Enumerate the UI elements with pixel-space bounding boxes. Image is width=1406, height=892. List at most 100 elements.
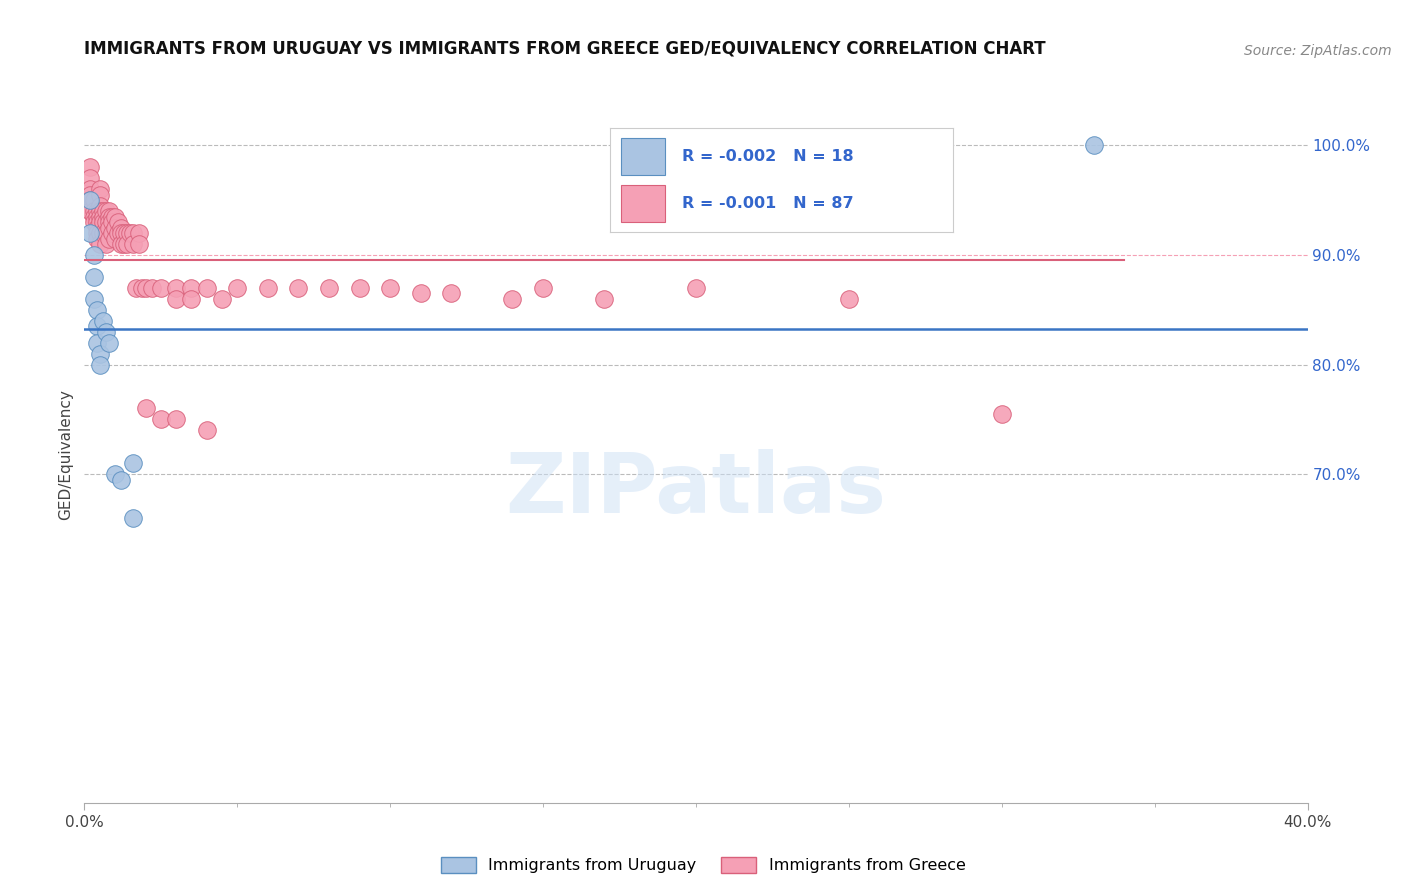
Point bbox=[83, 292, 105, 306]
Point bbox=[257, 281, 280, 295]
Point bbox=[101, 210, 124, 224]
Point bbox=[122, 237, 145, 252]
Point bbox=[991, 407, 1014, 421]
Point bbox=[122, 456, 145, 470]
Point bbox=[91, 226, 114, 240]
Point bbox=[86, 226, 108, 240]
Point bbox=[128, 237, 150, 252]
Point bbox=[531, 281, 554, 295]
Point bbox=[89, 358, 111, 372]
Point bbox=[86, 215, 108, 229]
Point bbox=[195, 281, 218, 295]
Point bbox=[86, 204, 108, 219]
Point bbox=[380, 281, 402, 295]
Point bbox=[593, 292, 616, 306]
Point bbox=[502, 292, 524, 306]
Point bbox=[101, 226, 124, 240]
Point bbox=[226, 281, 249, 295]
Point bbox=[110, 237, 132, 252]
Point bbox=[110, 473, 132, 487]
Point bbox=[107, 226, 129, 240]
Point bbox=[83, 215, 105, 229]
Point bbox=[83, 193, 105, 207]
Point bbox=[120, 226, 142, 240]
Point bbox=[104, 210, 127, 224]
Text: IMMIGRANTS FROM URUGUAY VS IMMIGRANTS FROM GREECE GED/EQUIVALENCY CORRELATION CH: IMMIGRANTS FROM URUGUAY VS IMMIGRANTS FR… bbox=[84, 40, 1046, 58]
Point bbox=[101, 215, 124, 229]
Point bbox=[91, 204, 114, 219]
Point bbox=[79, 161, 101, 175]
Point bbox=[89, 199, 111, 213]
Point bbox=[79, 193, 101, 207]
Point bbox=[349, 281, 371, 295]
Point bbox=[128, 226, 150, 240]
Point bbox=[440, 286, 463, 301]
Point bbox=[89, 187, 111, 202]
Point bbox=[89, 204, 111, 219]
Point bbox=[131, 281, 153, 295]
Point bbox=[83, 248, 105, 262]
Y-axis label: GED/Equivalency: GED/Equivalency bbox=[58, 390, 73, 520]
Point bbox=[318, 281, 340, 295]
Text: ZIPatlas: ZIPatlas bbox=[506, 450, 886, 530]
Point bbox=[86, 319, 108, 334]
Point bbox=[165, 292, 187, 306]
Point bbox=[135, 281, 157, 295]
Point bbox=[180, 292, 202, 306]
Point bbox=[211, 292, 233, 306]
Point bbox=[89, 346, 111, 360]
Point bbox=[104, 220, 127, 235]
Point bbox=[195, 423, 218, 437]
Point bbox=[180, 281, 202, 295]
Legend: Immigrants from Uruguay, Immigrants from Greece: Immigrants from Uruguay, Immigrants from… bbox=[434, 850, 972, 880]
Point bbox=[1083, 138, 1105, 153]
Point bbox=[91, 314, 114, 328]
Point bbox=[79, 182, 101, 196]
Point bbox=[141, 281, 163, 295]
Point bbox=[107, 215, 129, 229]
Point bbox=[94, 204, 117, 219]
Point bbox=[79, 171, 101, 186]
Point bbox=[409, 286, 432, 301]
Point bbox=[165, 412, 187, 426]
Point bbox=[83, 269, 105, 284]
Point bbox=[91, 210, 114, 224]
Point bbox=[89, 237, 111, 252]
Point bbox=[97, 231, 120, 245]
Point bbox=[79, 204, 101, 219]
Point bbox=[79, 193, 101, 207]
Point bbox=[115, 226, 138, 240]
Point bbox=[287, 281, 309, 295]
Point bbox=[104, 231, 127, 245]
Point bbox=[97, 335, 120, 350]
Point bbox=[115, 237, 138, 252]
Point bbox=[83, 210, 105, 224]
Point bbox=[91, 215, 114, 229]
Point bbox=[86, 220, 108, 235]
Point bbox=[97, 210, 120, 224]
Point bbox=[112, 226, 135, 240]
Point bbox=[86, 231, 108, 245]
Point bbox=[94, 226, 117, 240]
Point bbox=[79, 226, 101, 240]
Point bbox=[149, 281, 172, 295]
Point bbox=[135, 401, 157, 416]
Point bbox=[122, 511, 145, 525]
Text: Source: ZipAtlas.com: Source: ZipAtlas.com bbox=[1244, 44, 1392, 58]
Point bbox=[112, 237, 135, 252]
Point bbox=[110, 220, 132, 235]
Point bbox=[165, 281, 187, 295]
Point bbox=[97, 204, 120, 219]
Point bbox=[125, 281, 148, 295]
Point bbox=[86, 210, 108, 224]
Point bbox=[110, 226, 132, 240]
Point bbox=[97, 220, 120, 235]
Point bbox=[94, 215, 117, 229]
Point bbox=[685, 281, 707, 295]
Point bbox=[89, 210, 111, 224]
Point bbox=[86, 335, 108, 350]
Point bbox=[122, 226, 145, 240]
Point bbox=[104, 467, 127, 481]
Point bbox=[94, 325, 117, 339]
Point bbox=[86, 302, 108, 317]
